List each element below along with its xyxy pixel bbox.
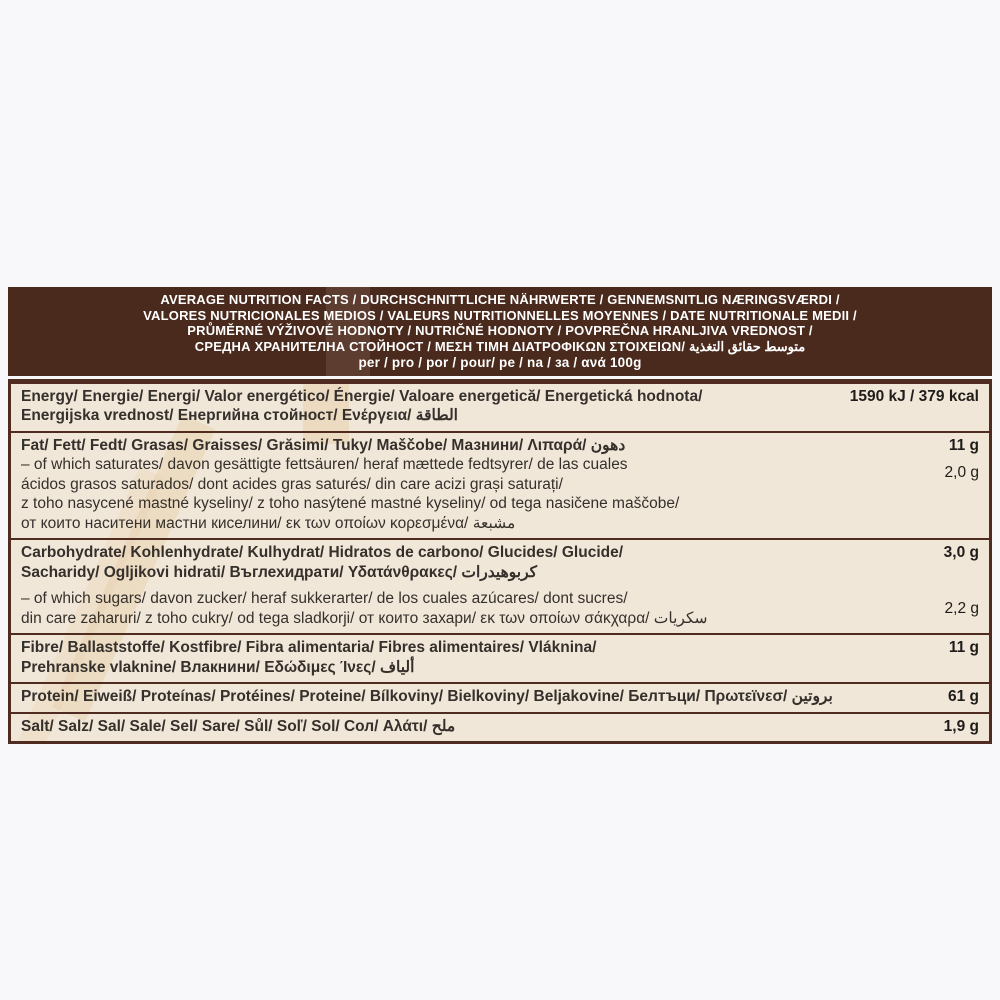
sugars-value: 2,2 g [944,599,979,617]
nutrient-names: Salt/ Salz/ Sal/ Sale/ Sel/ Sare/ Sůl/ S… [21,717,930,737]
nutrient-subline: – of which saturates/ davon gesättigte f… [21,456,628,473]
nutrient-subline: z toho nasycené mastné kyseliny/ z toho … [21,495,680,512]
nutrient-name-line: Fat/ Fett/ Fedt/ Grasas/ Graisses/ Grăsi… [21,436,626,454]
nutrient-name-line: Energy/ Energie/ Energi/ Valor energétic… [21,387,703,405]
nutrient-values: 1,9 g [930,717,979,737]
nutrition-table: Energy/ Energie/ Energi/ Valor energétic… [8,378,992,744]
row-protein: Protein/ Eiweiß/ Proteínas/ Protéines/ P… [11,682,989,712]
nutrition-header: AVERAGE NUTRITION FACTS / DURCHSCHNITTLI… [8,287,992,376]
carbohydrate-value: 3,0 g [943,544,979,561]
fibre-value: 11 g [948,639,979,656]
row-energy: Energy/ Energie/ Energi/ Valor energétic… [11,381,989,431]
nutrient-values: 1590 kJ / 379 kcal [836,387,979,426]
nutrient-name-line: Carbohydrate/ Kohlenhydrate/ Kulhydrat/ … [21,544,624,561]
nutrient-name-line: Protein/ Eiweiß/ Proteínas/ Protéines/ P… [21,688,833,705]
nutrient-names: Carbohydrate/ Kohlenhydrate/ Kulhydrat/ … [21,543,930,628]
nutrient-names: Energy/ Energie/ Energi/ Valor energétic… [21,387,836,426]
salt-value: 1,9 g [943,717,979,735]
header-title-line: PRŮMĚRNÉ VÝŽIVOVÉ HODNOTY / NUTRIČNÉ HOD… [187,323,813,338]
row-fat: Fat/ Fett/ Fedt/ Grasas/ Graisses/ Grăsi… [11,430,989,539]
header-title-line: СРЕДНА ХРАНИТЕЛНА СТОЙНОСТ / ΜΕΣΗ ΤΙΜΗ Δ… [194,338,806,354]
nutrient-name-line: Prehranske vlaknine/ Влакнини/ Εδώδιμες … [21,658,415,676]
nutrition-label: AVERAGE NUTRITION FACTS / DURCHSCHNITTLI… [8,287,992,744]
nutrient-names: Fat/ Fett/ Fedt/ Grasas/ Graisses/ Grăsi… [21,436,931,534]
row-fibre: Fibre/ Ballaststoffe/ Kostfibre/ Fibra a… [11,633,989,682]
per-100g-line: per / pro / por / pour/ pe / na / за / α… [358,355,642,370]
nutrient-name-line: Salt/ Salz/ Sal/ Sale/ Sel/ Sare/ Sůl/ S… [21,717,456,735]
row-carbohydrate: Carbohydrate/ Kohlenhydrate/ Kulhydrat/ … [11,538,989,633]
nutrient-subline: – of which sugars/ davon zucker/ heraf s… [21,590,628,607]
fat-value: 11 g [948,436,979,454]
watermark-stripe [326,287,370,376]
nutrient-names: Protein/ Eiweiß/ Proteínas/ Protéines/ P… [21,687,934,707]
nutrient-name-line: Energijska vrednost/ Енергийна стойност/… [21,407,458,424]
nutrient-values: 11 g 2,0 g [931,436,979,534]
nutrient-subline: din care zaharuri/ z toho cukry/ od tega… [21,609,708,627]
header-title-line: AVERAGE NUTRITION FACTS / DURCHSCHNITTLI… [160,292,840,307]
nutrient-names: Fibre/ Ballaststoffe/ Kostfibre/ Fibra a… [21,638,935,677]
nutrient-values: 11 g [935,638,979,677]
nutrient-subline: от които наситени мастни киселини/ εκ τω… [21,514,516,532]
energy-value: 1590 kJ / 379 kcal [849,387,979,405]
nutrient-values: 61 g [934,687,979,707]
row-salt: Salt/ Salz/ Sal/ Sale/ Sel/ Sare/ Sůl/ S… [11,711,989,742]
header-title-line: VALORES NUTRICIONALES MEDIOS / VALEURS N… [143,307,857,323]
nutrient-subline: ácidos grasos saturados/ dont acides gra… [21,475,563,493]
nutrient-name-line: Sacharidy/ Ogljikovi hidrati/ Въглехидра… [21,563,537,581]
nutrient-name-line: Fibre/ Ballaststoffe/ Kostfibre/ Fibra a… [21,639,597,656]
watermark-stripe [303,381,349,444]
nutrient-values: 3,0 g 2,2 g [930,543,979,628]
protein-value: 61 g [947,688,979,705]
saturates-value: 2,0 g [944,464,979,481]
